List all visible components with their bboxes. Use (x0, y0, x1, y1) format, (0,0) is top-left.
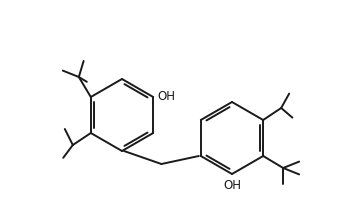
Text: OH: OH (157, 91, 175, 103)
Text: OH: OH (223, 179, 241, 192)
